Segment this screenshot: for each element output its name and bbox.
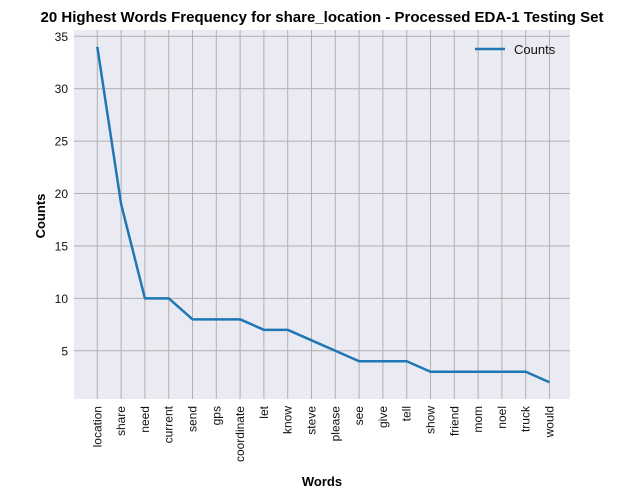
x-axis-label: Words (302, 474, 342, 489)
x-tick-label: send (186, 406, 200, 432)
chart-title: 20 Highest Words Frequency for share_loc… (41, 9, 604, 26)
x-tick-label: friend (447, 406, 461, 436)
y-axis-label: Counts (33, 194, 48, 239)
x-tick-label: let (257, 405, 271, 418)
x-tick-label: see (352, 406, 366, 426)
x-tick-label: noel (495, 406, 509, 429)
x-tick-label: would (543, 406, 557, 438)
y-tick-label: 35 (55, 30, 69, 44)
y-tick-label: 25 (55, 135, 69, 149)
x-tick-label: give (376, 406, 390, 428)
y-axis-ticks: 5 10 15 20 25 30 35 (55, 30, 69, 358)
y-tick-label: 15 (55, 239, 69, 253)
x-tick-label: steve (305, 406, 319, 435)
x-tick-label: coordinate (233, 406, 247, 462)
legend-label: Counts (514, 42, 556, 57)
y-tick-label: 5 (61, 344, 68, 358)
x-tick-label: truck (519, 405, 533, 432)
x-tick-label: mom (471, 406, 485, 433)
x-tick-label: location (90, 406, 104, 447)
x-tick-label: gps (209, 406, 223, 425)
y-tick-label: 10 (55, 292, 69, 306)
y-tick-label: 20 (55, 187, 69, 201)
x-tick-label: share (114, 406, 128, 436)
x-tick-label: tell (400, 406, 414, 421)
x-tick-label: need (138, 406, 152, 433)
x-tick-label: please (328, 406, 342, 442)
y-tick-label: 30 (55, 82, 69, 96)
x-tick-label: current (162, 405, 176, 443)
x-tick-label: show (424, 406, 438, 434)
x-tick-label: know (281, 406, 295, 434)
